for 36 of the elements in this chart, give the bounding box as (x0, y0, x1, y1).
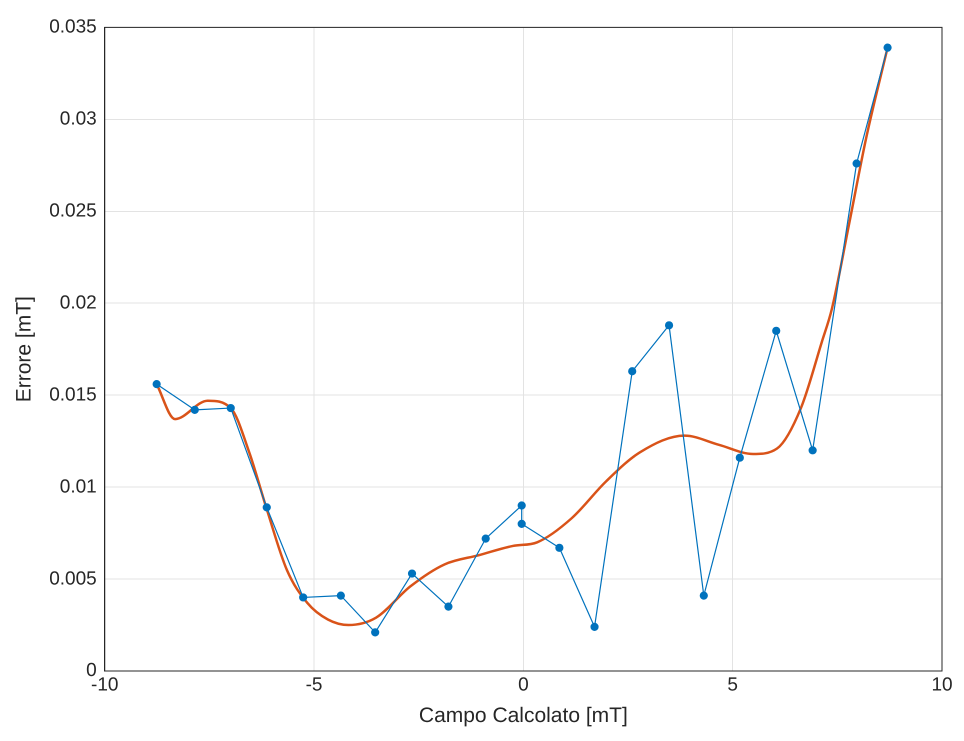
y-tick-label: 0.025 (49, 200, 97, 222)
point (408, 569, 416, 578)
point (152, 380, 161, 388)
point (190, 406, 199, 414)
point (299, 593, 308, 602)
x-tick-label: -5 (306, 674, 323, 696)
point (664, 321, 674, 330)
y-tick-label: 0.03 (60, 108, 97, 130)
y-axis-title: Errore [mT] (12, 296, 36, 402)
point (736, 454, 744, 462)
x-tick-label: 5 (727, 674, 738, 696)
point (772, 326, 780, 335)
y-tick-label: 0.015 (49, 384, 97, 406)
point (371, 628, 380, 636)
x-axis-title: Campo Calcolato [mT] (418, 704, 628, 728)
point (590, 622, 599, 631)
point (518, 520, 526, 528)
point (336, 592, 345, 600)
y-tick-label: 0.02 (60, 292, 97, 314)
y-tick-label: 0 (86, 660, 97, 682)
x-tick-label: 10 (931, 674, 953, 696)
point (700, 592, 708, 600)
point (226, 404, 235, 412)
point (444, 602, 453, 611)
point (482, 534, 490, 543)
point (852, 159, 861, 168)
point (262, 503, 271, 512)
y-tick-label: 0.005 (49, 568, 97, 590)
point (555, 544, 564, 552)
y-tick-label: 0.035 (49, 16, 97, 38)
point (628, 367, 636, 376)
point (883, 44, 892, 52)
point (808, 446, 817, 454)
x-tick-label: 0 (518, 674, 529, 696)
point (518, 501, 526, 510)
y-tick-label: 0.01 (60, 476, 97, 498)
